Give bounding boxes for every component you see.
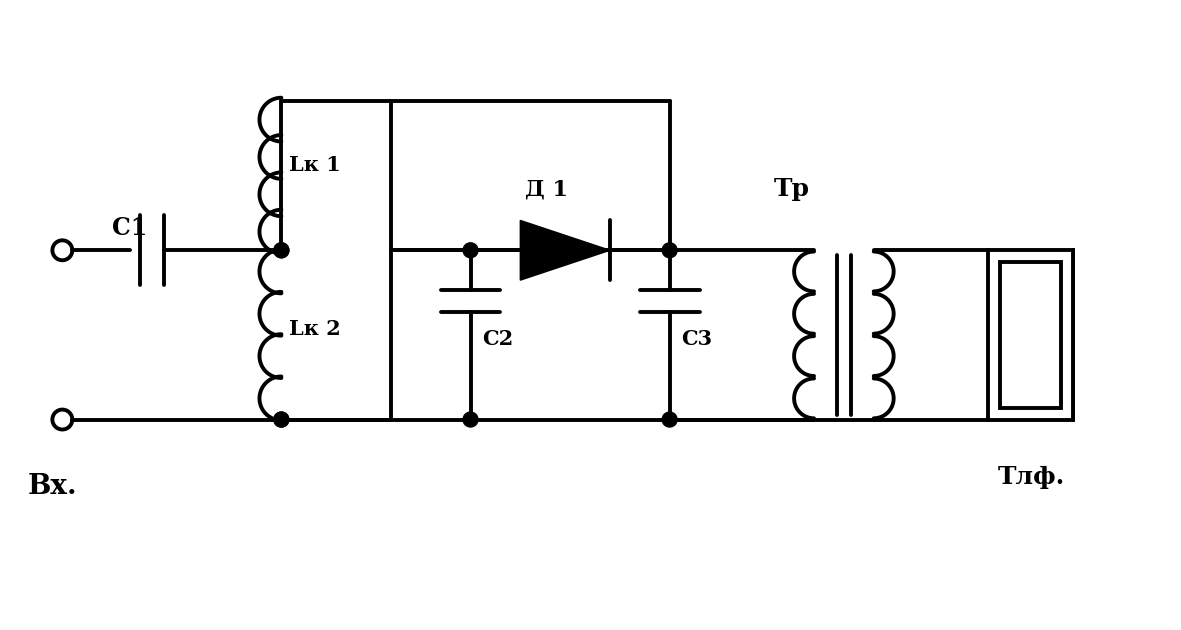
Text: Д 1: Д 1: [526, 178, 568, 200]
Text: С2: С2: [483, 329, 514, 349]
Text: Lк 1: Lк 1: [289, 154, 341, 175]
Text: С3: С3: [681, 329, 712, 349]
Circle shape: [274, 243, 289, 258]
Bar: [988, 250, 1072, 420]
Text: Тр: Тр: [775, 176, 810, 200]
Polygon shape: [521, 220, 609, 280]
Circle shape: [663, 243, 677, 258]
Text: Тлф.: Тлф.: [998, 465, 1065, 490]
Text: Вх.: Вх.: [27, 473, 77, 500]
Circle shape: [274, 243, 289, 258]
Circle shape: [663, 412, 677, 427]
Circle shape: [274, 412, 289, 427]
Circle shape: [463, 412, 478, 427]
Text: С1: С1: [112, 216, 148, 241]
Circle shape: [463, 243, 478, 258]
Text: Lк 2: Lк 2: [289, 319, 341, 339]
Bar: [1000, 262, 1061, 408]
Circle shape: [274, 412, 289, 427]
